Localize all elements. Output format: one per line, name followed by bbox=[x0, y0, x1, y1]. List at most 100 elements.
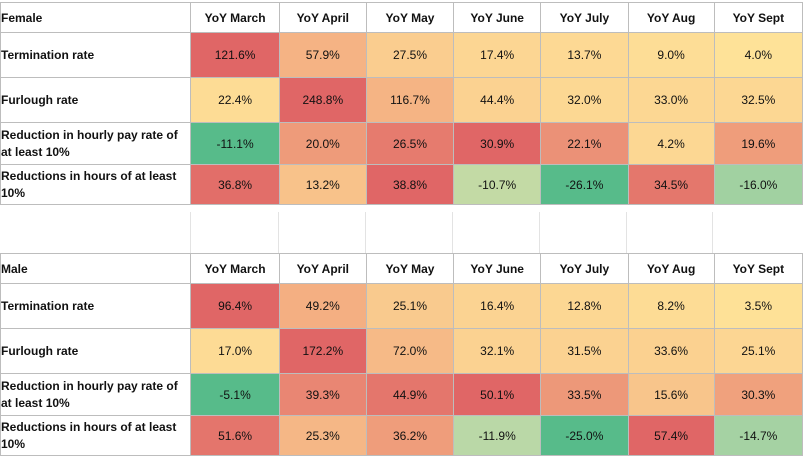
heatmap-cell: 27.5% bbox=[365, 32, 455, 78]
heatmap-cell: 16.4% bbox=[453, 283, 542, 329]
heatmap-cell: 4.0% bbox=[713, 32, 803, 78]
heatmap-cell: 33.6% bbox=[627, 328, 715, 374]
male-table: Male YoY March YoY April YoY May YoY Jun… bbox=[0, 253, 803, 456]
heatmap-cell: -26.1% bbox=[540, 164, 629, 205]
heatmap-cell: 33.0% bbox=[627, 77, 715, 123]
heatmap-cell: 30.3% bbox=[713, 373, 803, 416]
heatmap-cell: 96.4% bbox=[190, 283, 280, 329]
row-label: Termination rate bbox=[0, 32, 192, 78]
heatmap-cell: 32.5% bbox=[713, 77, 803, 123]
row-label: Furlough rate bbox=[0, 328, 192, 374]
heatmap-cell: -25.0% bbox=[540, 415, 629, 456]
blank-spacer-row bbox=[0, 212, 803, 254]
column-header: YoY Aug bbox=[627, 253, 715, 284]
table-row: Reduction in hourly pay rate of at least… bbox=[0, 373, 803, 416]
column-header: YoY July bbox=[540, 2, 629, 33]
row-label: Furlough rate bbox=[0, 77, 192, 123]
heatmap-cell: 13.7% bbox=[540, 32, 629, 78]
spacer-gridline bbox=[539, 212, 540, 253]
heatmap-cell: 25.1% bbox=[713, 328, 803, 374]
female-table: Female YoY March YoY April YoY May YoY J… bbox=[0, 2, 803, 205]
heatmap-cell: 36.2% bbox=[365, 415, 455, 456]
column-header: YoY March bbox=[190, 253, 280, 284]
table-row: Reduction in hourly pay rate of at least… bbox=[0, 122, 803, 165]
table-row: Furlough rate 22.4% 248.8% 116.7% 44.4% 32.0%… bbox=[0, 77, 803, 123]
heatmap-cell: 4.2% bbox=[627, 122, 715, 165]
heatmap-cell: -5.1% bbox=[190, 373, 280, 416]
heatmap-cell: 44.9% bbox=[365, 373, 455, 416]
heatmap-cell: 19.6% bbox=[713, 122, 803, 165]
header-row: Female YoY March YoY April YoY May YoY J… bbox=[0, 2, 803, 33]
spacer-gridline bbox=[278, 212, 279, 253]
heatmap-cell: -10.7% bbox=[453, 164, 542, 205]
table-row: Termination rate 96.4% 49.2% 25.1% 16.4% 12.8… bbox=[0, 283, 803, 329]
heatmap-cell: 32.1% bbox=[453, 328, 542, 374]
heatmap-cell: 39.3% bbox=[278, 373, 367, 416]
heatmap-cell: 22.1% bbox=[540, 122, 629, 165]
row-label: Reductions in hours of at least 10% bbox=[0, 415, 192, 456]
heatmap-cell: 25.3% bbox=[278, 415, 367, 456]
row-label: Reductions in hours of at least 10% bbox=[0, 164, 192, 205]
heatmap-cell: 72.0% bbox=[365, 328, 455, 374]
column-header: YoY Sept bbox=[713, 253, 803, 284]
column-header: YoY June bbox=[453, 2, 542, 33]
spacer-gridline bbox=[626, 212, 627, 253]
column-header: YoY April bbox=[278, 2, 367, 33]
heatmap-cell: 17.0% bbox=[190, 328, 280, 374]
heatmap-cell: 50.1% bbox=[453, 373, 542, 416]
row-label: Reduction in hourly pay rate of at least… bbox=[0, 373, 192, 416]
column-header: YoY April bbox=[278, 253, 367, 284]
column-header: YoY March bbox=[190, 2, 280, 33]
heatmap-cell: 22.4% bbox=[190, 77, 280, 123]
heatmap-cell: 25.1% bbox=[365, 283, 455, 329]
heatmap-cell: 20.0% bbox=[278, 122, 367, 165]
heatmap-cell: -11.9% bbox=[453, 415, 542, 456]
heatmap-cell: 3.5% bbox=[713, 283, 803, 329]
table-row: Termination rate 121.6% 57.9% 27.5% 17.4% 13.… bbox=[0, 32, 803, 78]
heatmap-cell: -16.0% bbox=[713, 164, 803, 205]
heatmap-cell: 9.0% bbox=[627, 32, 715, 78]
heatmap-cell: 36.8% bbox=[190, 164, 280, 205]
column-header: YoY June bbox=[453, 253, 542, 284]
heatmap-cell: 49.2% bbox=[278, 283, 367, 329]
table-row: Reductions in hours of at least 10% 36.8%… bbox=[0, 164, 803, 205]
group-label: Female bbox=[0, 2, 192, 33]
spacer-gridline bbox=[365, 212, 366, 253]
heatmap-cell: 121.6% bbox=[190, 32, 280, 78]
column-header: YoY Aug bbox=[627, 2, 715, 33]
row-label: Termination rate bbox=[0, 283, 192, 329]
heatmap-cell: 33.5% bbox=[540, 373, 629, 416]
row-label: Reduction in hourly pay rate of at least… bbox=[0, 122, 192, 165]
heatmap-cell: 31.5% bbox=[540, 328, 629, 374]
heatmap-cell: 32.0% bbox=[540, 77, 629, 123]
heatmap-cell: 172.2% bbox=[278, 328, 367, 374]
column-header: YoY May bbox=[365, 2, 455, 33]
spacer-gridline bbox=[452, 212, 453, 253]
table-row: Furlough rate 17.0% 172.2% 72.0% 32.1% 31.5% 3… bbox=[0, 328, 803, 374]
heatmap-cell: 13.2% bbox=[278, 164, 367, 205]
table-row: Reductions in hours of at least 10% 51.6%… bbox=[0, 415, 803, 456]
heatmap-cell: 12.8% bbox=[540, 283, 629, 329]
heatmap-cell: 38.8% bbox=[365, 164, 455, 205]
heatmap-cell: 8.2% bbox=[627, 283, 715, 329]
heatmap-cell: 15.6% bbox=[627, 373, 715, 416]
header-row: Male YoY March YoY April YoY May YoY Jun… bbox=[0, 253, 803, 284]
group-label: Male bbox=[0, 253, 192, 284]
heatmap-cell: -14.7% bbox=[713, 415, 803, 456]
spacer-gridline bbox=[190, 212, 191, 253]
heatmap-cell: 30.9% bbox=[453, 122, 542, 165]
heatmap-cell: 57.4% bbox=[627, 415, 715, 456]
heatmap-cell: 116.7% bbox=[365, 77, 455, 123]
column-header: YoY Sept bbox=[713, 2, 803, 33]
heatmap-cell: 26.5% bbox=[365, 122, 455, 165]
heatmap-cell: -11.1% bbox=[190, 122, 280, 165]
heatmap-cell: 34.5% bbox=[627, 164, 715, 205]
heatmap-cell: 17.4% bbox=[453, 32, 542, 78]
spacer-gridline bbox=[712, 212, 713, 253]
heatmap-cell: 51.6% bbox=[190, 415, 280, 456]
heatmap-cell: 44.4% bbox=[453, 77, 542, 123]
heatmap-cell: 57.9% bbox=[278, 32, 367, 78]
heatmap-cell: 248.8% bbox=[278, 77, 367, 123]
column-header: YoY May bbox=[365, 253, 455, 284]
